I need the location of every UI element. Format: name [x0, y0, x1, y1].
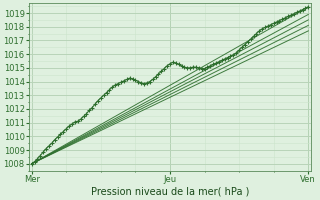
X-axis label: Pression niveau de la mer( hPa ): Pression niveau de la mer( hPa ) [91, 187, 249, 197]
